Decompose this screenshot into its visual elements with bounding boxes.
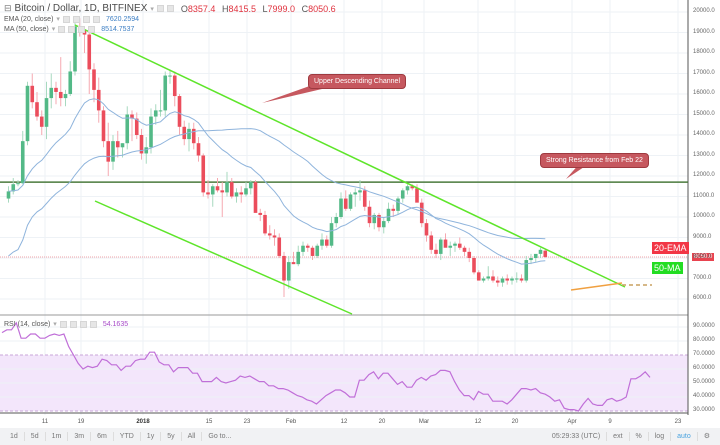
- ma-label[interactable]: MA (50, close): [4, 25, 49, 33]
- price-tick: 14000.0: [693, 131, 715, 137]
- remove-button[interactable]: [92, 15, 100, 23]
- more-button[interactable]: [78, 25, 86, 33]
- price-tick: 20000.0: [693, 8, 715, 14]
- time-tick: Feb: [285, 419, 297, 425]
- time-tick: Apr: [567, 419, 577, 425]
- rsi-tick: 50.0000: [693, 379, 715, 385]
- settings-button[interactable]: [68, 25, 76, 33]
- time-tick: 20: [378, 419, 386, 425]
- log-toggle[interactable]: log: [647, 432, 670, 441]
- rsi-tick: 90.0000: [693, 323, 715, 329]
- price-tick: 18000.0: [693, 49, 715, 55]
- price-tick: 13000.0: [693, 151, 715, 158]
- settings-button[interactable]: [69, 320, 77, 328]
- more-button[interactable]: [79, 320, 87, 328]
- ema-legend: EMA (20, close) ▾ 7620.2594: [4, 15, 139, 23]
- collapse-icon[interactable]: ⊟: [4, 3, 12, 13]
- gear-icon[interactable]: ⚙: [696, 432, 720, 441]
- visibility-button[interactable]: [59, 320, 67, 328]
- range-button-1y[interactable]: 1y: [141, 432, 162, 441]
- rsi-tick: 70.0000: [693, 351, 715, 357]
- time-tick: 11: [41, 419, 49, 425]
- upper-channel-callout[interactable]: Upper Descending Channel: [308, 74, 406, 89]
- price-tick: 12000.0: [693, 172, 715, 178]
- auto-toggle[interactable]: auto: [670, 432, 697, 441]
- time-tick: 23: [674, 419, 682, 425]
- time-tick: 20: [511, 419, 519, 425]
- clock[interactable]: 05:29:33 (UTC): [551, 433, 601, 440]
- range-button-5y[interactable]: 5y: [161, 432, 182, 441]
- price-tick: 10000.0: [693, 213, 715, 219]
- rsi-tick: 30.0000: [693, 407, 715, 413]
- time-tick: 15: [205, 419, 213, 425]
- range-button-all[interactable]: All: [182, 432, 203, 441]
- range-buttons: 1d 5d 1m 3m 6m YTD 1y 5y All Go to...: [0, 432, 237, 441]
- ma-legend: MA (50, close) ▾ 8514.7537: [4, 25, 134, 33]
- chart-options: 05:29:33 (UTC) ext % log auto ⚙: [546, 432, 720, 441]
- range-button-6m[interactable]: 6m: [91, 432, 114, 441]
- more-button[interactable]: [82, 15, 90, 23]
- price-tick: 8000.0: [693, 254, 712, 260]
- range-button-1m[interactable]: 1m: [46, 432, 69, 441]
- range-button-goto[interactable]: Go to...: [208, 433, 232, 440]
- bottom-toolbar: 1d 5d 1m 3m 6m YTD 1y 5y All Go to... 05:29:33 (U…: [0, 428, 720, 445]
- visibility-button[interactable]: [58, 25, 66, 33]
- price-tick: 15000.0: [693, 110, 715, 117]
- price-tick: 16000.0: [693, 90, 715, 96]
- time-tick: Mar: [418, 419, 430, 425]
- ma-tag: 50-MA: [652, 262, 683, 274]
- rsi-tick: 40.0000: [693, 393, 715, 399]
- time-tick: 12: [340, 419, 348, 425]
- ext-toggle[interactable]: ext: [606, 432, 628, 441]
- time-tick: 19: [77, 419, 85, 425]
- time-tick: 2018: [136, 419, 150, 425]
- time-tick: 23: [243, 419, 251, 425]
- rsi-label[interactable]: RSI (14, close): [4, 320, 51, 328]
- range-button-3m[interactable]: 3m: [68, 432, 92, 441]
- ema-label[interactable]: EMA (20, close): [4, 15, 54, 23]
- symbol-title[interactable]: Bitcoin / Dollar, 1D, BITFINEX: [14, 3, 148, 14]
- ma-value: 8514.7537: [101, 25, 135, 33]
- visibility-button[interactable]: [62, 15, 70, 23]
- settings-button[interactable]: [72, 15, 80, 23]
- dropdown-icon[interactable]: ▾: [51, 26, 56, 33]
- settings-button[interactable]: [166, 5, 174, 12]
- range-button-1d[interactable]: 1d: [4, 432, 25, 441]
- symbol-legend: ⊟ Bitcoin / Dollar, 1D, BITFINEX ▾ O8357…: [4, 3, 336, 14]
- rsi-value: 54.1635: [102, 320, 129, 328]
- remove-button[interactable]: [88, 25, 96, 33]
- last-price-tag: 8050.0: [692, 253, 715, 261]
- rsi-tick: 60.0000: [693, 365, 715, 371]
- price-tick: 6000.0: [693, 295, 712, 301]
- range-button-5d[interactable]: 5d: [25, 432, 46, 441]
- dropdown-icon[interactable]: ▾: [150, 5, 154, 13]
- rsi-tick: 80.0000: [693, 337, 715, 343]
- rsi-legend: RSI (14, close) ▾ 54.1635: [4, 320, 128, 328]
- price-tick: 11000.0: [693, 192, 715, 199]
- price-tick: 17000.0: [693, 69, 715, 76]
- ema-tag: 20-EMA: [652, 242, 689, 254]
- price-tick: 19000.0: [693, 28, 715, 35]
- percent-toggle[interactable]: %: [628, 432, 648, 441]
- ema-value: 7620.2594: [105, 15, 140, 23]
- visibility-button[interactable]: [156, 5, 164, 12]
- time-tick: 12: [474, 419, 482, 425]
- dropdown-icon[interactable]: ▾: [56, 16, 60, 23]
- dropdown-icon[interactable]: ▾: [53, 321, 57, 328]
- ohlc-values: O8357.4 H8415.5 L7999.0 C8050.6: [180, 3, 336, 14]
- remove-button[interactable]: [89, 320, 97, 328]
- price-tick: 7000.0: [693, 274, 712, 281]
- time-tick: 9: [608, 419, 612, 425]
- resistance-callout[interactable]: Strong Resistance from Feb 22: [540, 153, 649, 168]
- price-tick: 9000.0: [693, 233, 712, 240]
- range-button-ytd[interactable]: YTD: [114, 432, 141, 441]
